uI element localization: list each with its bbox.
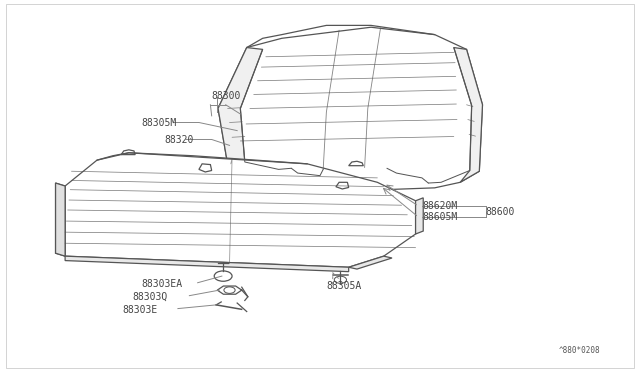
Polygon shape (65, 153, 415, 267)
Polygon shape (415, 198, 423, 234)
Text: 88605M: 88605M (422, 212, 457, 222)
Polygon shape (218, 48, 262, 164)
Polygon shape (349, 256, 392, 269)
Polygon shape (454, 48, 483, 182)
Polygon shape (56, 183, 65, 256)
Text: 88303E: 88303E (122, 305, 157, 315)
Text: 88320: 88320 (164, 135, 193, 145)
Text: 88303EA: 88303EA (141, 279, 182, 289)
Text: 88620M: 88620M (422, 201, 457, 211)
Text: 88305M: 88305M (141, 118, 177, 128)
Polygon shape (56, 183, 65, 256)
Text: 88600: 88600 (486, 207, 515, 217)
Polygon shape (65, 256, 349, 272)
Polygon shape (218, 27, 483, 190)
Text: 88300: 88300 (212, 90, 241, 100)
Text: 88303Q: 88303Q (132, 292, 167, 302)
Text: ^880*0208: ^880*0208 (559, 346, 600, 355)
Text: 88305A: 88305A (326, 281, 362, 291)
